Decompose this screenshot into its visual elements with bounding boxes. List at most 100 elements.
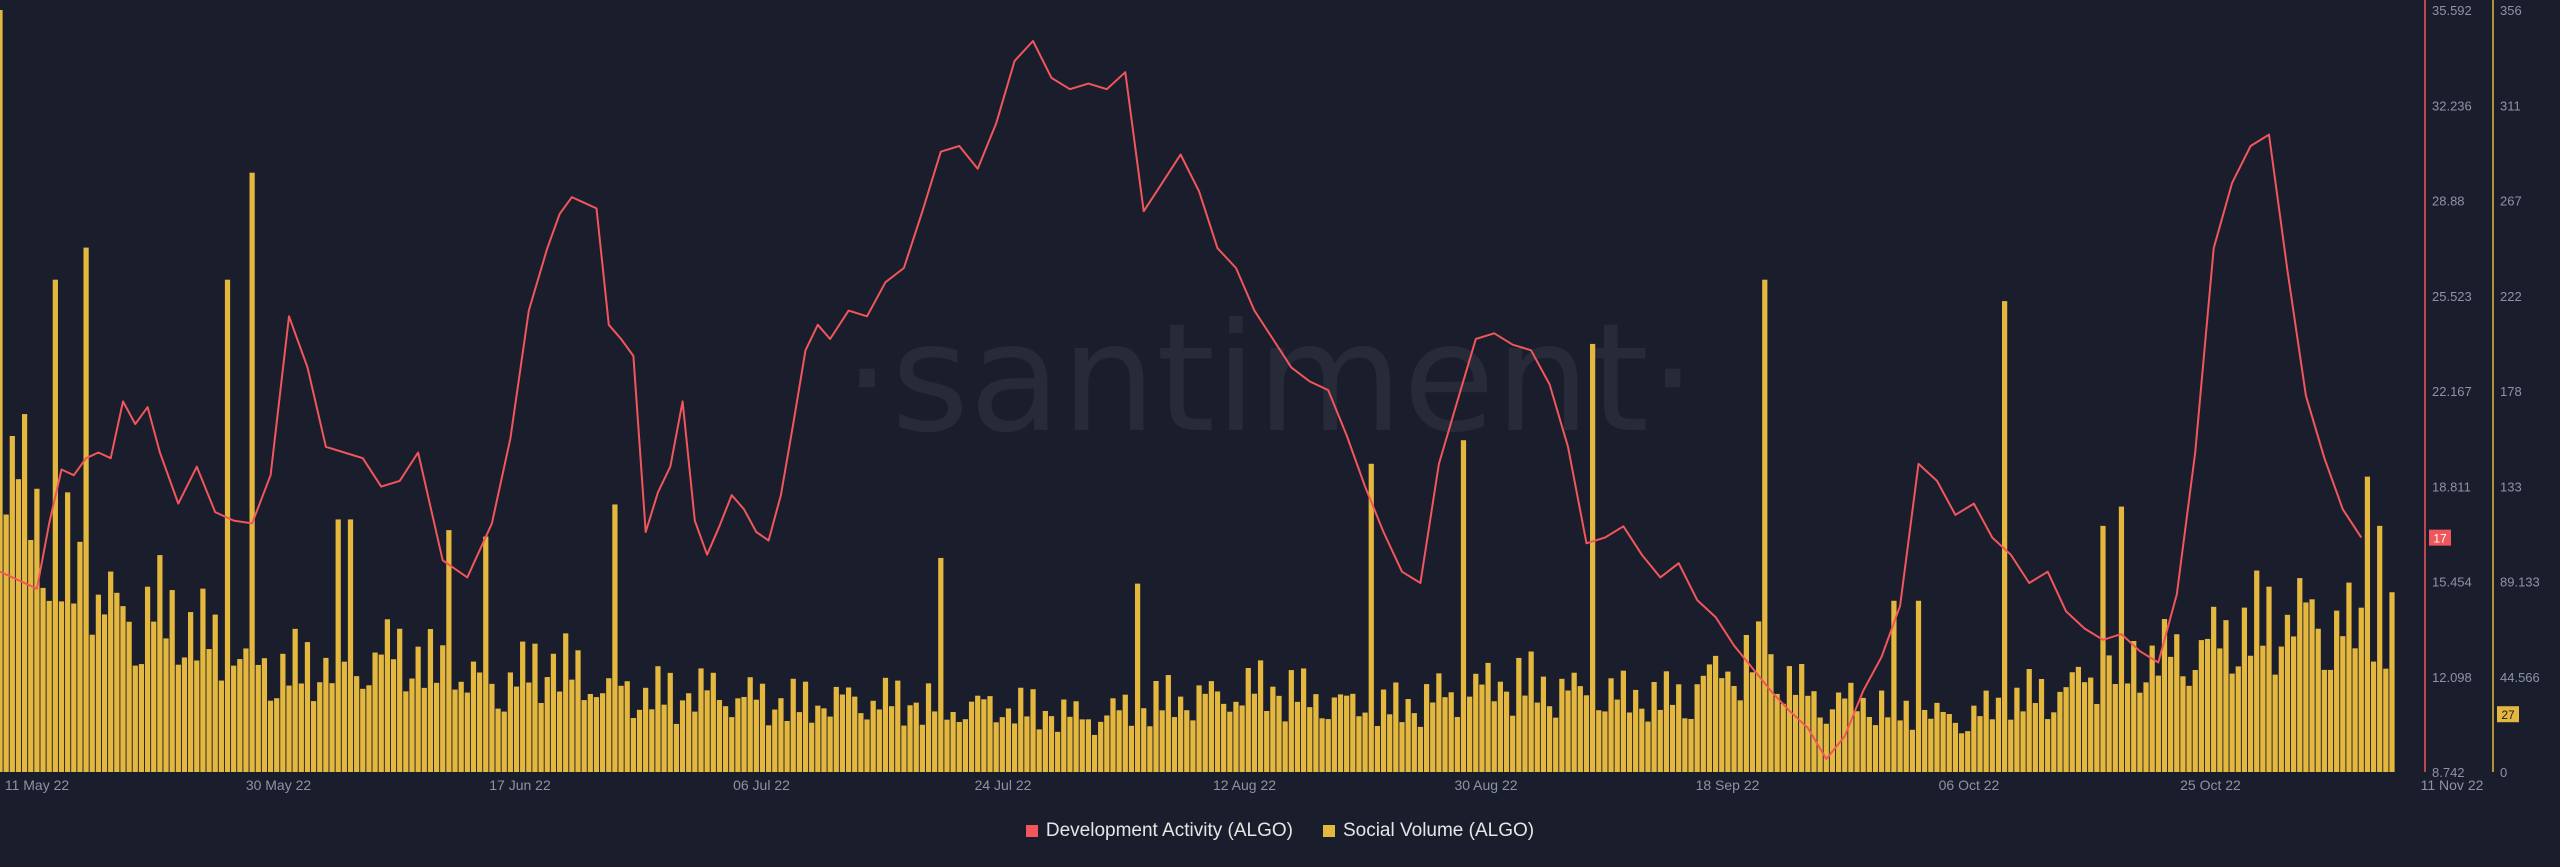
social-volume-bar bbox=[2192, 670, 2198, 772]
social-volume-bar bbox=[1147, 726, 1153, 772]
social-volume-bar bbox=[1214, 691, 1221, 772]
social-volume-bar bbox=[2131, 641, 2137, 772]
social-volume-bar bbox=[1651, 682, 1657, 772]
social-volume-bar bbox=[1903, 700, 1909, 772]
social-volume-bar bbox=[2174, 634, 2180, 772]
dev-axis-tick-label: 25.523 bbox=[2432, 289, 2472, 304]
social-volume-bar bbox=[1725, 671, 1731, 772]
social-volume-bar bbox=[1633, 689, 1639, 772]
social-volume-bar bbox=[2327, 669, 2334, 772]
social-volume-bar bbox=[1294, 701, 1301, 772]
social-volume-bar bbox=[89, 634, 95, 772]
social-volume-bar bbox=[1110, 698, 1116, 772]
social-volume-bar bbox=[1743, 634, 1749, 772]
social-volume-bar bbox=[2241, 607, 2248, 772]
social-volume-bar bbox=[858, 713, 864, 772]
social-volume-bar bbox=[2315, 628, 2321, 772]
social-volume-bar bbox=[1762, 279, 1768, 772]
social-volume-bar bbox=[1965, 731, 1971, 772]
social-volume-bar bbox=[2364, 476, 2371, 772]
dev-axis-tick-label: 15.454 bbox=[2432, 575, 2472, 590]
social-volume-bar bbox=[169, 590, 175, 772]
social-volume-bar bbox=[1694, 684, 1700, 772]
social-volume-bar bbox=[655, 666, 661, 772]
social-volume-bar bbox=[2247, 655, 2254, 772]
social-volume-bar bbox=[1712, 655, 1719, 772]
social-volume-bar bbox=[2180, 676, 2186, 772]
social-volume-bar bbox=[2161, 619, 2168, 772]
social-volume-bar bbox=[532, 643, 538, 772]
social-volume-bar bbox=[1977, 716, 1983, 772]
social-volume-bar bbox=[1897, 720, 1903, 772]
social-volume-bar bbox=[1534, 702, 1540, 772]
social-volume-bar bbox=[544, 677, 550, 772]
legend-label-development-activity: Development Activity (ALGO) bbox=[1045, 820, 1293, 841]
x-axis-tick-label: 18 Sep 22 bbox=[1696, 777, 1760, 793]
social-volume-bar bbox=[1239, 705, 1245, 772]
social-volume-bar bbox=[1756, 621, 1762, 772]
social-volume-bar bbox=[1780, 703, 1786, 772]
social-volume-bar bbox=[1719, 678, 1725, 772]
social-volume-bar bbox=[378, 654, 384, 772]
social-volume-bar bbox=[809, 722, 815, 772]
social-volume-bar bbox=[1024, 716, 1030, 772]
social-volume-bar bbox=[784, 720, 790, 772]
social-volume-bar bbox=[901, 725, 907, 772]
social-volume-bar bbox=[2051, 712, 2057, 772]
legend-item-social-volume[interactable]: Social Volume (ALGO) bbox=[1322, 820, 1534, 842]
social-volume-bar bbox=[1669, 704, 1676, 772]
legend-item-development-activity[interactable]: Development Activity (ALGO) bbox=[1025, 820, 1293, 842]
dev-last-value-label: 17 bbox=[2433, 532, 2447, 546]
social-volume-bar bbox=[1583, 695, 1590, 772]
social-volume-bar bbox=[919, 724, 925, 772]
social-volume-bar bbox=[692, 711, 698, 772]
social-volume-bar bbox=[446, 530, 452, 772]
social-volume-bar bbox=[1676, 684, 1682, 772]
social-volume-bar bbox=[440, 645, 446, 772]
social-volume-bar bbox=[286, 685, 292, 772]
social-volume-bar bbox=[1620, 670, 1626, 772]
social-volume-bar bbox=[2346, 582, 2352, 772]
social-volume-bar bbox=[1682, 718, 1688, 772]
social-volume-bar bbox=[1331, 697, 1337, 772]
social-volume-bar bbox=[9, 435, 15, 772]
x-axis-tick-label: 17 Jun 22 bbox=[489, 777, 551, 793]
social-volume-bar bbox=[950, 712, 956, 772]
social-volume-bar bbox=[200, 588, 206, 772]
social-volume-bar bbox=[1055, 731, 1061, 772]
social-volume-bar bbox=[163, 638, 169, 772]
social-volume-bar bbox=[1811, 691, 1817, 772]
social-volume-bar bbox=[1313, 694, 1319, 772]
social-volume-bar bbox=[1891, 600, 1897, 772]
social-volume-bar bbox=[876, 709, 882, 772]
social-volume-bar bbox=[1540, 676, 1547, 772]
social-volume-bar bbox=[1356, 716, 1362, 772]
social-volume-bar bbox=[2229, 673, 2235, 772]
social-volume-bar bbox=[1983, 690, 1989, 772]
social-volume-bar bbox=[864, 719, 870, 772]
legend: Development Activity (ALGO) Social Volum… bbox=[0, 820, 2560, 842]
development-activity-line bbox=[0, 40, 2363, 760]
social-volume-bar bbox=[194, 660, 200, 772]
social-volume-bar bbox=[452, 689, 458, 772]
social-volume-bar bbox=[993, 722, 999, 772]
social-volume-bar bbox=[323, 657, 329, 772]
social-volume-bar bbox=[913, 702, 919, 772]
social-volume-bar bbox=[409, 678, 415, 772]
social-volume-bar bbox=[397, 628, 403, 772]
social-volume-bar bbox=[34, 488, 40, 772]
social-axis-tick-label: 0 bbox=[2500, 765, 2507, 780]
social-volume-bar bbox=[231, 665, 237, 772]
social-volume-bar bbox=[2383, 668, 2389, 772]
social-volume-bar bbox=[2278, 646, 2284, 772]
legend-swatch-development-activity bbox=[1025, 825, 1038, 837]
social-volume-bar bbox=[1657, 709, 1663, 772]
social-volume-bar bbox=[126, 621, 132, 772]
social-volume-bar bbox=[58, 601, 65, 772]
social-volume-bar bbox=[2020, 711, 2026, 772]
social-volume-bar bbox=[2149, 645, 2155, 772]
social-volume-bar bbox=[661, 704, 667, 772]
social-volume-bar bbox=[1067, 716, 1073, 772]
social-volume-bar bbox=[415, 646, 421, 772]
social-volume-bar bbox=[722, 706, 729, 772]
